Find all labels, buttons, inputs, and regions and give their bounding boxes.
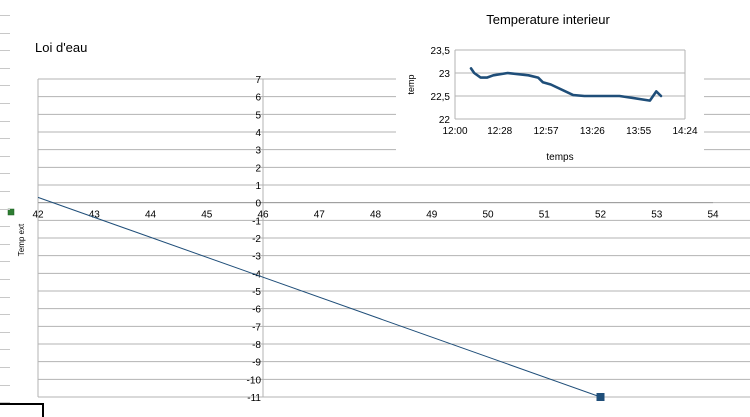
- inset-x-tick-label: 12:00: [442, 126, 467, 137]
- main-y-axis-label: Temp ext: [17, 223, 26, 256]
- main-y-tick-label: 0: [255, 199, 261, 210]
- sheet-row-mark: [0, 367, 10, 368]
- main-y-tick-label: 5: [255, 110, 261, 121]
- main-y-tick-label: -2: [252, 234, 261, 245]
- main-y-tick-label: -6: [252, 305, 261, 316]
- sheet-row-mark: [0, 138, 10, 139]
- sheet-row-mark: [0, 314, 10, 315]
- main-x-tick-label: 48: [370, 210, 382, 221]
- main-y-tick-label: -8: [252, 340, 261, 351]
- main-x-tick-label: 46: [257, 210, 269, 221]
- main-x-tick-label: 52: [595, 210, 607, 221]
- main-y-tick-label: -9: [252, 358, 261, 369]
- sheet-row-mark: [0, 33, 10, 34]
- sheet-row-mark: [0, 121, 10, 122]
- inset-x-axis-label: temps: [546, 152, 573, 163]
- inset-y-tick-label: 23: [439, 69, 451, 80]
- main-y-tick-label: -1: [252, 216, 261, 227]
- main-trend-line: [37, 196, 601, 398]
- main-chart-title: Loi d'eau: [35, 40, 87, 55]
- sheet-row-mark: [0, 173, 10, 174]
- sheet-row-mark: [0, 332, 10, 333]
- inset-y-tick-label: 22,5: [431, 92, 451, 103]
- sheet-row-mark: [0, 209, 10, 210]
- main-y-tick-label: 7: [255, 75, 261, 86]
- inset-y-tick-label: 22: [439, 115, 451, 126]
- inset-y-axis-label: temp: [406, 74, 416, 94]
- sheet-row-mark: [0, 244, 10, 245]
- sheet-row-mark: [0, 85, 10, 86]
- main-y-tick-label: 4: [255, 128, 261, 139]
- main-y-tick-label: -3: [252, 252, 261, 263]
- main-y-tick-label: -7: [252, 322, 261, 333]
- main-data-point: [596, 393, 605, 401]
- cell-selection-corner: [0, 403, 44, 417]
- sheet-row-mark: [0, 156, 10, 157]
- inset-x-tick-label: 12:57: [534, 126, 559, 137]
- main-x-tick-label: 47: [314, 210, 326, 221]
- sheet-row-mark: [0, 385, 10, 386]
- sheet-row-mark: [0, 349, 10, 350]
- inset-background: [396, 6, 704, 166]
- sheet-row-mark: [0, 68, 10, 69]
- inset-x-tick-label: 13:26: [580, 126, 605, 137]
- main-y-tick-label: 3: [255, 146, 261, 157]
- inset-plot: Temperature interieur 22 22,5 23 23,5 12:00 12…: [396, 6, 704, 166]
- main-y-tick-label: -10: [247, 375, 262, 386]
- inset-x-tick-label: 12:28: [487, 126, 512, 137]
- main-y-tick-label: 1: [255, 181, 261, 192]
- inset-chart-title: Temperature interieur: [486, 12, 610, 27]
- inset-x-tick-label: 14:24: [672, 126, 697, 137]
- sheet-row-mark: [0, 103, 10, 104]
- main-y-tick-label: 6: [255, 93, 261, 104]
- inset-series-line: [469, 67, 663, 102]
- sheet-row-mark: [0, 191, 10, 192]
- main-y-tick-label: -5: [252, 287, 261, 298]
- sheet-row-mark: [0, 15, 10, 16]
- main-y-tick-label: 2: [255, 163, 261, 174]
- main-x-tick-label: 43: [89, 210, 101, 221]
- sheet-row-mark: [0, 261, 10, 262]
- sheet-row-mark: [0, 297, 10, 298]
- sheet-row-mark: [0, 402, 10, 403]
- main-x-tick-label: 44: [145, 210, 157, 221]
- main-x-tick-label: 49: [426, 210, 438, 221]
- main-x-tick-label: 45: [201, 210, 213, 221]
- sheet-row-mark: [0, 279, 10, 280]
- main-x-tick-label: 53: [651, 210, 663, 221]
- main-y-tick-label: -11: [247, 393, 261, 404]
- inset-y-tick-label: 23,5: [431, 46, 451, 57]
- main-x-tick-label: 54: [707, 210, 719, 221]
- sheet-row-mark: [0, 226, 10, 227]
- main-x-tick-label: 50: [482, 210, 494, 221]
- main-plot: 76543210-1-2-3-4-5-6-7-8-9-10-1142434445…: [7, 75, 750, 404]
- main-x-tick-label: 42: [32, 210, 44, 221]
- sheet-row-mark: [0, 50, 10, 51]
- main-x-tick-label: 51: [539, 210, 551, 221]
- main-legend-marker: [7, 208, 15, 216]
- inset-x-tick-label: 13:55: [626, 126, 651, 137]
